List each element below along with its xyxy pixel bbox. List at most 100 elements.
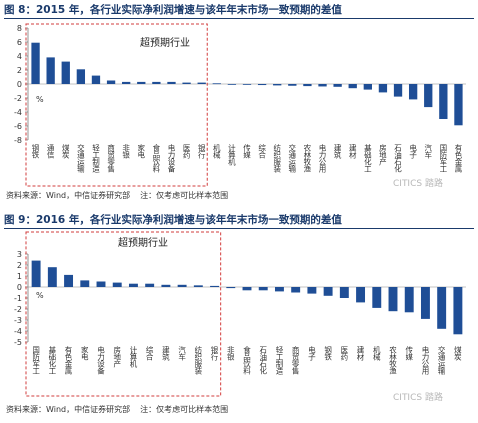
bar bbox=[31, 260, 41, 287]
bar bbox=[64, 274, 74, 287]
category-label: 传媒 bbox=[242, 143, 251, 160]
bar bbox=[348, 84, 357, 89]
chart-2-title: 图 9：2016 年，各行业实际净利润增速与该年年末市场一致预期的差值 bbox=[4, 212, 474, 229]
category-label: 计算机 bbox=[129, 345, 138, 369]
category-label: 汽车 bbox=[177, 345, 186, 362]
bar bbox=[318, 84, 327, 87]
category-label: 家电 bbox=[80, 345, 89, 361]
category-label: 电力公用 bbox=[421, 345, 430, 376]
bar bbox=[288, 84, 297, 86]
bar bbox=[80, 280, 90, 287]
bar bbox=[258, 287, 268, 291]
bar bbox=[333, 84, 342, 87]
y-tick-label: 3 bbox=[17, 250, 22, 259]
category-label: 机械 bbox=[212, 143, 221, 160]
bar bbox=[167, 81, 176, 84]
bar bbox=[47, 267, 57, 287]
category-label: 交通运输 bbox=[288, 143, 297, 174]
bar bbox=[46, 57, 55, 84]
bar bbox=[303, 84, 312, 87]
bar bbox=[274, 287, 284, 292]
category-label: 有色金属 bbox=[64, 345, 73, 376]
category-label: 轻工制造 bbox=[275, 345, 284, 376]
bar bbox=[404, 287, 414, 313]
category-label: 汽车 bbox=[423, 143, 432, 160]
highlight-box-label: 超预期行业 bbox=[140, 36, 190, 49]
bar bbox=[182, 82, 191, 84]
category-label: 综合 bbox=[257, 143, 266, 160]
y-unit-label: % bbox=[36, 95, 44, 104]
bar bbox=[257, 84, 267, 86]
y-tick-label: 2 bbox=[17, 66, 22, 75]
category-label: 计算机 bbox=[227, 143, 236, 167]
category-label: 纺织服装 bbox=[272, 143, 281, 174]
y-tick-label: -6 bbox=[14, 122, 22, 131]
category-label: 机械 bbox=[372, 345, 381, 362]
bar bbox=[323, 287, 333, 296]
bar bbox=[91, 75, 101, 84]
bar bbox=[128, 283, 138, 287]
y-tick-label: 2 bbox=[17, 261, 22, 270]
highlight-box bbox=[25, 231, 222, 397]
chart-1-note: 注：仅考虑可比样本范围 bbox=[140, 191, 229, 200]
bar bbox=[424, 84, 433, 108]
y-tick-label: 8 bbox=[17, 24, 22, 33]
category-label: 电子 bbox=[307, 345, 316, 361]
category-label: 农林牧渔 bbox=[388, 345, 397, 375]
category-label: 有色金属 bbox=[454, 143, 463, 174]
bar bbox=[227, 84, 237, 85]
bar bbox=[197, 82, 206, 84]
y-tick-label: -2 bbox=[14, 94, 22, 103]
bar bbox=[420, 287, 430, 319]
bar bbox=[106, 80, 116, 84]
category-label: 食品饮料 bbox=[242, 345, 251, 376]
chart-2-watermark: CITICS 踏路 bbox=[393, 393, 443, 403]
category-label: 煤炭 bbox=[453, 345, 462, 362]
bar bbox=[210, 285, 220, 287]
highlight-box bbox=[25, 23, 208, 187]
category-label: 家电 bbox=[137, 143, 146, 159]
category-label: 建材 bbox=[356, 345, 365, 361]
category-label: 通信 bbox=[46, 143, 55, 160]
bar bbox=[454, 84, 463, 126]
bar bbox=[372, 287, 382, 308]
category-label: 电力设备 bbox=[96, 345, 105, 376]
bar bbox=[226, 287, 236, 289]
y-tick-label: -2 bbox=[14, 305, 22, 314]
y-tick-label: 0 bbox=[17, 283, 22, 292]
category-label: 轻工制造 bbox=[91, 143, 100, 174]
category-label: 食品饮料 bbox=[152, 143, 161, 174]
bar bbox=[378, 84, 388, 93]
bar bbox=[437, 287, 447, 329]
category-label: 石油石化 bbox=[258, 346, 267, 376]
y-tick-label: 6 bbox=[17, 38, 22, 47]
category-label: 农林牧渔 bbox=[303, 143, 312, 173]
category-label: 国防军工 bbox=[31, 346, 40, 375]
y-tick-label: -4 bbox=[14, 108, 22, 117]
y-tick-label: 4 bbox=[17, 52, 22, 61]
category-label: 钢铁 bbox=[323, 345, 332, 362]
category-label: 传媒 bbox=[404, 345, 413, 362]
category-label: 国防军工 bbox=[439, 144, 448, 173]
bar bbox=[76, 69, 86, 84]
category-label: 综合 bbox=[145, 345, 154, 362]
chart-2-source: 资料来源：Wind，中信证券研究部 注：仅考虑可比样本范围 bbox=[6, 404, 228, 415]
chart-2-note: 注：仅考虑可比样本范围 bbox=[140, 405, 229, 414]
y-tick-label: -8 bbox=[14, 136, 22, 145]
bar bbox=[122, 81, 131, 84]
bar bbox=[212, 83, 221, 85]
category-label: 房地产 bbox=[112, 345, 121, 369]
bar bbox=[273, 84, 282, 86]
bar bbox=[356, 287, 366, 303]
bar bbox=[31, 42, 40, 84]
category-label: 基础化工 bbox=[48, 345, 57, 375]
bar bbox=[145, 283, 155, 287]
category-label: 银行 bbox=[197, 144, 206, 160]
category-label: 纺织服装 bbox=[194, 345, 203, 376]
category-label: 煤炭 bbox=[61, 143, 70, 160]
bar bbox=[137, 81, 146, 84]
category-label: 非银 bbox=[226, 345, 235, 362]
bar bbox=[177, 284, 187, 287]
bar bbox=[291, 287, 301, 293]
